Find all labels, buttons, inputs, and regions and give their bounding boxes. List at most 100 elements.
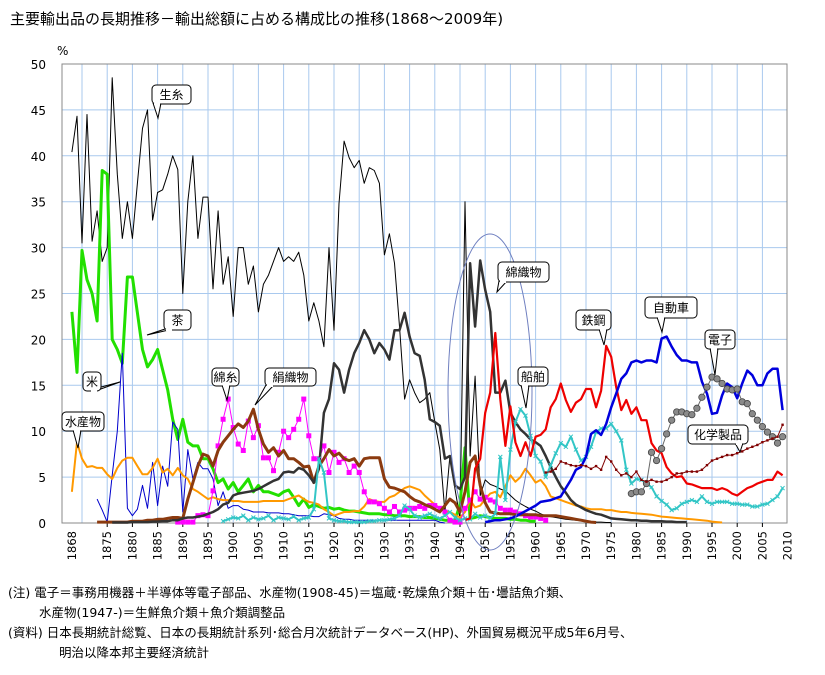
data-point-marker [457, 517, 463, 523]
callout-pointer [709, 347, 719, 376]
series-綿糸 [175, 396, 549, 525]
series-化学製品 [544, 423, 784, 483]
callout-box [687, 424, 749, 445]
data-point-marker [730, 453, 734, 457]
data-point-marker [584, 464, 588, 468]
y-tick-label: 45 [31, 104, 46, 118]
data-point-marker [564, 462, 568, 465]
data-point-marker [574, 464, 578, 468]
data-point-marker [336, 518, 342, 524]
series-line [97, 407, 597, 524]
x-tick-label: 1945 [453, 531, 467, 560]
data-point-marker [569, 463, 573, 467]
callout-label: 生糸 [159, 88, 183, 102]
callout-化学製品: 化学製品 [687, 424, 749, 454]
data-point-marker [610, 460, 613, 463]
callout-綿糸: 綿糸 [211, 367, 240, 402]
x-tick-label: 1900 [226, 531, 240, 560]
x-tick-label: 1980 [629, 531, 643, 560]
data-point-marker [487, 497, 493, 503]
y-tick-label: 0 [38, 517, 46, 531]
plot-frame [61, 63, 788, 524]
data-point-marker [291, 514, 297, 519]
data-point-marker [336, 459, 342, 465]
data-point-marker [554, 467, 557, 471]
callout-pointer [221, 384, 231, 402]
data-point-marker [668, 416, 676, 424]
data-point-marker [351, 519, 357, 525]
data-point-marker [715, 457, 719, 460]
data-point-marker [753, 416, 761, 424]
data-point-marker [392, 516, 397, 521]
data-point-marker [205, 513, 211, 519]
x-tick-label: 1930 [377, 531, 391, 560]
y-tick-label: 50 [31, 58, 46, 72]
data-point-marker [544, 471, 547, 474]
data-point-marker [497, 505, 503, 511]
data-point-marker [386, 509, 392, 515]
source-line-2: 明治以降本邦主要経済統計 [59, 645, 210, 660]
callout-label: 米 [86, 375, 98, 389]
y-tick-label: 35 [31, 196, 46, 210]
data-point-marker [402, 503, 407, 508]
x-tick-label: 1960 [529, 531, 543, 560]
data-point-marker [615, 468, 618, 471]
data-point-marker [291, 426, 297, 432]
data-point-marker [670, 475, 673, 479]
data-point-marker [558, 440, 564, 446]
callout-絹織物: 絹織物 [254, 367, 317, 406]
data-point-marker [669, 507, 675, 513]
data-point-marker [437, 505, 443, 511]
data-point-marker [190, 519, 196, 525]
series-生糸 [71, 77, 612, 523]
data-point-marker [376, 501, 382, 507]
data-point-marker [397, 509, 403, 515]
data-point-marker [366, 499, 372, 505]
data-point-marker [346, 470, 352, 476]
callout-box [575, 309, 612, 331]
data-point-marker [744, 502, 750, 507]
data-point-marker [397, 513, 402, 519]
y-axis-unit: % [57, 44, 68, 58]
data-point-marker [694, 499, 700, 505]
data-point-marker [442, 509, 448, 515]
data-point-marker [271, 468, 277, 474]
data-point-marker [528, 514, 534, 520]
data-point-marker [477, 496, 483, 502]
data-point-marker [559, 460, 562, 463]
series-line [464, 331, 784, 522]
data-point-marker [452, 515, 458, 520]
data-point-marker [185, 519, 191, 525]
data-point-marker [306, 433, 312, 439]
y-tick-label: 40 [31, 150, 46, 164]
callout-box [61, 411, 105, 432]
data-point-marker [533, 453, 538, 459]
data-point-marker [382, 517, 387, 523]
data-point-marker [604, 455, 608, 459]
data-point-marker [175, 519, 181, 525]
data-point-marker [326, 516, 332, 521]
x-tick-label: 1915 [302, 531, 316, 560]
data-point-marker [733, 385, 741, 393]
data-point-marker [714, 499, 720, 505]
data-point-marker [281, 516, 286, 521]
data-point-marker [422, 505, 428, 511]
data-point-marker [649, 484, 654, 490]
data-point-marker [709, 501, 715, 507]
data-point-marker [326, 470, 332, 476]
data-point-marker [296, 416, 302, 422]
callout-label: 水産物 [65, 414, 101, 429]
x-tick-label: 1965 [554, 531, 568, 560]
data-point-marker [361, 519, 367, 525]
series-電子 [627, 373, 787, 498]
data-point-marker [387, 516, 392, 522]
y-tick-label: 20 [31, 333, 46, 347]
data-point-marker [659, 498, 664, 504]
callout-box [163, 309, 192, 331]
data-point-marker [663, 430, 671, 438]
data-point-marker [507, 507, 513, 513]
data-point-marker [321, 470, 327, 475]
data-point-marker [713, 375, 721, 383]
data-point-marker [725, 453, 729, 457]
callout-生糸: 生糸 [151, 84, 192, 120]
